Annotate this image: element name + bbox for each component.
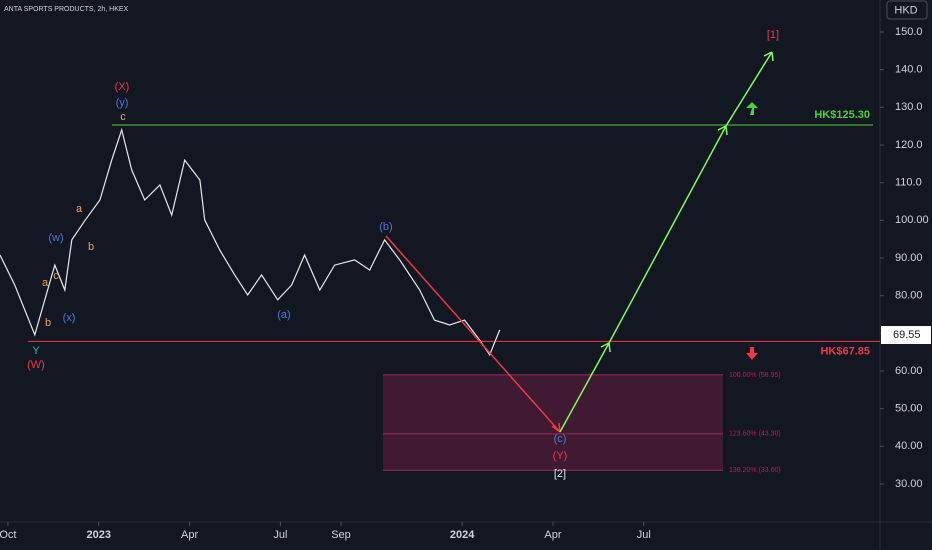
level-label: HK$125.30 xyxy=(814,109,870,121)
wave-label: [2] xyxy=(554,468,566,480)
x-tick-label: Jul xyxy=(637,529,651,541)
wave-label: [1] xyxy=(767,29,779,41)
currency-box[interactable] xyxy=(886,0,928,20)
x-tick-label: Oct xyxy=(0,529,16,541)
y-tick-label: 60.00 xyxy=(895,365,923,377)
wave-label: a xyxy=(42,277,49,289)
projection-up xyxy=(559,51,773,433)
x-tick-label: Jul xyxy=(273,529,287,541)
fib-zone xyxy=(383,374,723,471)
y-tick-label: 50.00 xyxy=(895,403,923,415)
fib-label: 138.20% (33.60) xyxy=(729,467,781,474)
wave-label: (b) xyxy=(379,221,392,233)
wave-label: c xyxy=(120,111,126,123)
wave-label: (y) xyxy=(116,97,129,109)
y-tick-label: 30.00 xyxy=(895,478,923,490)
projection-arrowhead xyxy=(763,51,774,62)
y-tick-label: 90.00 xyxy=(895,252,923,264)
wave-label: (c) xyxy=(554,433,567,445)
down-arrow xyxy=(746,347,758,360)
x-tick-label: Sep xyxy=(331,529,351,541)
fib-label: 123.60% (43.30) xyxy=(729,431,781,438)
level-label: HK$67.85 xyxy=(820,345,870,357)
chart-title: ANTA SPORTS PRODUCTS, 2h, HKEX xyxy=(4,6,129,13)
wave-label: (w) xyxy=(48,232,63,244)
wave-label: (a) xyxy=(277,309,290,321)
projection-arrowhead xyxy=(600,342,611,353)
last-price-label: 69.55 xyxy=(893,329,921,341)
wave-label: c xyxy=(53,270,59,282)
wave-label: Y xyxy=(32,345,40,357)
y-tick-label: 80.00 xyxy=(895,290,923,302)
projection-down xyxy=(385,235,561,433)
y-axis-label: HKD xyxy=(894,4,917,16)
y-tick-label: 110.0 xyxy=(895,177,922,189)
fib-label: 100.00% (58.95) xyxy=(729,372,781,379)
y-tick-label: 120.0 xyxy=(895,139,923,151)
x-tick-label: 2024 xyxy=(450,529,475,541)
wave-label: b xyxy=(88,241,94,253)
y-tick-label: 100.00 xyxy=(895,214,929,226)
projection-down-head xyxy=(551,422,561,433)
wave-label: (X) xyxy=(115,81,130,93)
wave-label: (Y) xyxy=(553,450,568,462)
last-price-tag xyxy=(881,326,931,345)
wave-label: (W) xyxy=(27,359,45,371)
y-tick-label: 140.0 xyxy=(895,64,923,76)
projection-arrowhead xyxy=(717,125,728,136)
wave-label: a xyxy=(76,203,83,215)
x-tick-label: Apr xyxy=(544,529,561,541)
x-tick-label: 2023 xyxy=(86,529,110,541)
y-tick-label: 130.0 xyxy=(895,101,923,113)
y-tick-label: 40.00 xyxy=(895,440,923,452)
wave-label: b xyxy=(45,317,51,329)
price-line xyxy=(0,127,501,357)
wave-label: (x) xyxy=(63,312,76,324)
y-tick-label: 150.0 xyxy=(895,26,923,38)
up-arrow xyxy=(746,102,758,115)
x-tick-label: Apr xyxy=(181,529,198,541)
